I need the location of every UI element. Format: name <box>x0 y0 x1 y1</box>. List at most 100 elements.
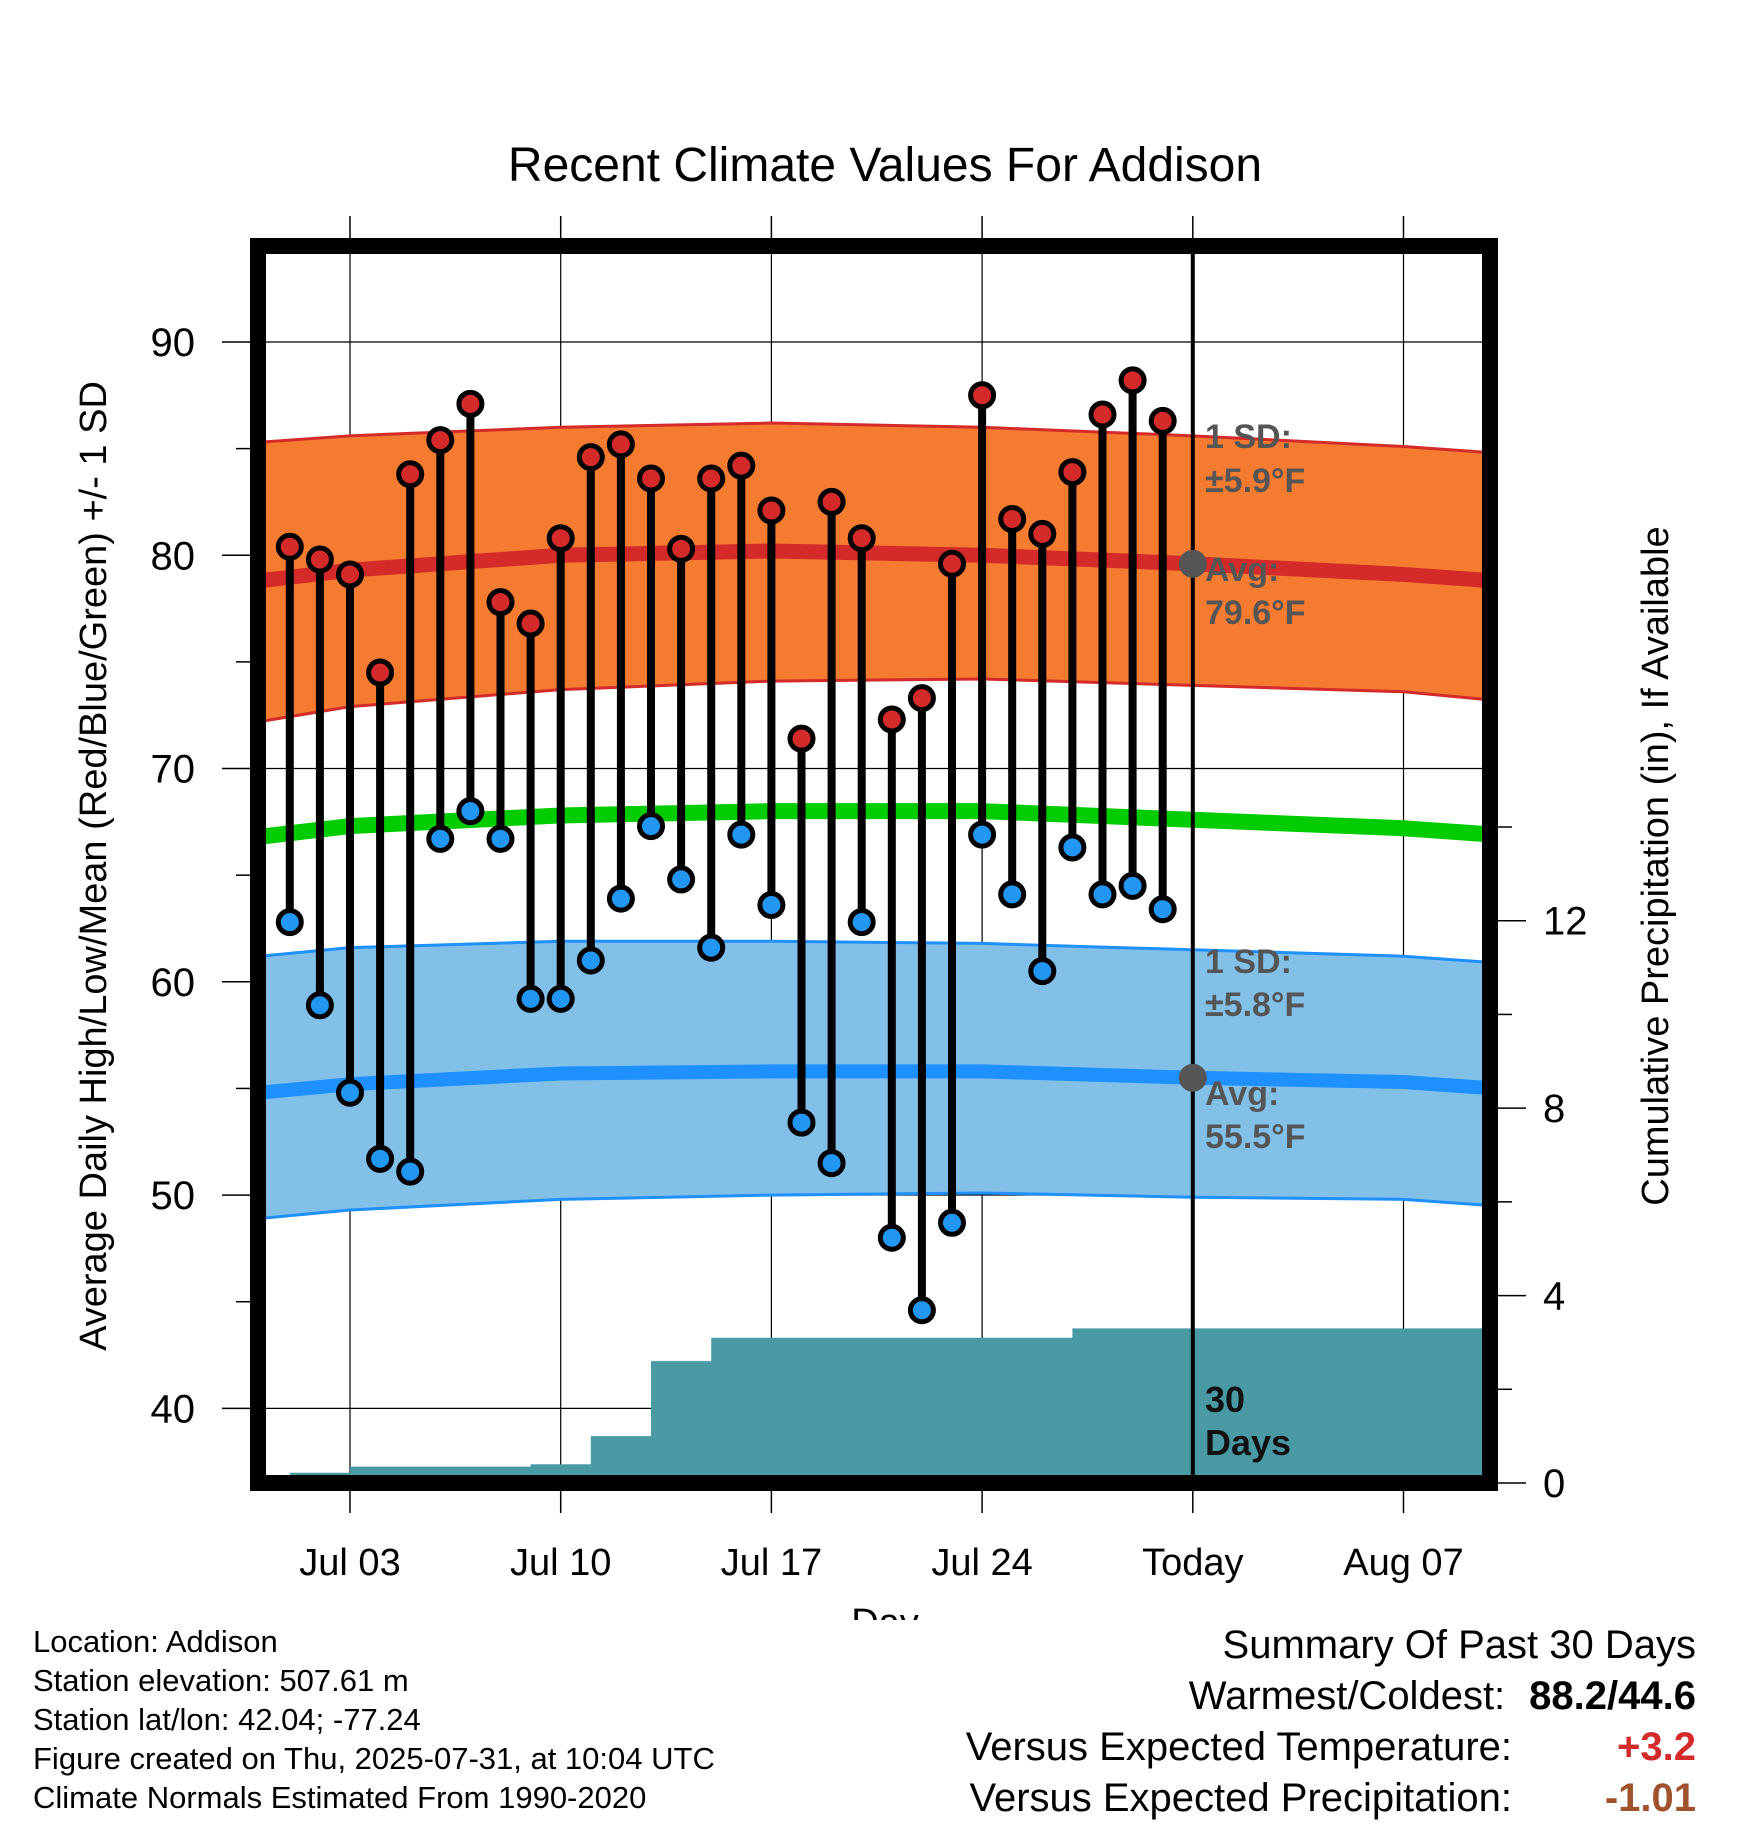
x-tick-label: Jul 10 <box>510 1542 611 1584</box>
latlon-text: Station lat/lon: 42.04; -77.24 <box>33 1702 421 1737</box>
high-point <box>336 560 364 589</box>
high-avg-label: Avg: <box>1205 551 1279 589</box>
high-point <box>486 588 515 617</box>
high-point <box>998 504 1027 533</box>
y-tick-label: 90 <box>151 321 196 365</box>
high-sd-band <box>259 423 1494 722</box>
days-label-number: 30 <box>1205 1379 1245 1420</box>
y-tick-label: 80 <box>151 534 196 578</box>
high-point <box>847 524 876 553</box>
high-point <box>396 460 425 489</box>
low-point <box>456 797 485 826</box>
low-point <box>637 812 665 841</box>
y-tick-label: 70 <box>151 748 196 792</box>
today-line-group <box>1178 246 1207 1483</box>
y2-tick-label: 0 <box>1543 1462 1565 1506</box>
today-low-avg-marker <box>1178 1063 1207 1092</box>
high-point <box>456 389 485 418</box>
temp-value: +3.2 <box>1617 1725 1696 1769</box>
warm-cold-label: Warmest/Coldest: <box>1188 1674 1506 1718</box>
low-point <box>787 1108 816 1137</box>
normal-bands <box>258 421 1495 1221</box>
y-axis-label-left: Average Daily High/Low/Mean (Red/Blue/Gr… <box>73 381 115 1351</box>
low-point <box>486 824 515 853</box>
y-tick-label: 40 <box>151 1387 196 1431</box>
high-point <box>426 426 455 455</box>
low-sd-lower-edge <box>259 1191 1494 1221</box>
summary-row-precip: Versus Expected Precipitation: -1.01 <box>966 1773 1696 1824</box>
low-point <box>877 1223 906 1252</box>
summary-row-warm-cold: Warmest/Coldest: 88.2/44.6 <box>966 1671 1696 1722</box>
low-point <box>606 884 635 913</box>
low-point <box>1028 957 1057 986</box>
high-point <box>516 609 545 638</box>
high-sd-label: 1 SD: <box>1205 418 1292 456</box>
high-point <box>757 496 786 525</box>
x-tick-label: Today <box>1142 1542 1243 1584</box>
low-sd-label: 1 SD: <box>1205 943 1292 981</box>
precip-area-group <box>259 1328 1494 1483</box>
x-tick-label: Jul 03 <box>299 1542 400 1584</box>
high-sd-lower-edge <box>259 677 1494 724</box>
days-label-text: Days <box>1205 1422 1291 1463</box>
high-sd-upper-edge <box>259 421 1494 455</box>
y2-tick-label: 12 <box>1543 900 1588 944</box>
daily-range-bars <box>285 380 1167 1311</box>
low-point <box>576 946 605 975</box>
today-high-avg-marker <box>1178 549 1207 578</box>
low-point <box>275 908 304 937</box>
annotations: 1 SD: ±5.9°F Avg: 79.6°F 1 SD: ±5.8°F Avg: 55.5… <box>1205 418 1306 1463</box>
high-point <box>1118 366 1147 395</box>
low-avg-label: Avg: <box>1205 1075 1279 1113</box>
high-point <box>366 658 395 687</box>
mean-avg-line <box>258 803 1495 845</box>
station-info: Location: Addison Station elevation: 507… <box>33 1622 715 1817</box>
high-point <box>637 464 665 493</box>
low-point <box>757 891 786 920</box>
x-tick-label: Jul 17 <box>721 1542 822 1584</box>
high-point <box>877 705 906 734</box>
temp-label: Versus Expected Temperature: <box>965 1725 1512 1769</box>
low-sd-upper-edge <box>259 939 1494 965</box>
low-point <box>817 1149 846 1178</box>
high-sd-value: ±5.9°F <box>1205 462 1305 500</box>
climate-chart: Recent Climate Values For Addison 90 80 70… <box>73 139 1677 1620</box>
y-tick-label: 60 <box>151 961 196 1005</box>
normals-text: Climate Normals Estimated From 1990-2020 <box>33 1780 647 1815</box>
low-point <box>727 820 756 849</box>
high-point <box>938 549 966 578</box>
y-axis-label-right: Cumulative Precipitation (in), If Availa… <box>1635 526 1677 1205</box>
low-avg-value: 55.5°F <box>1205 1118 1306 1156</box>
summary-row-temp: Versus Expected Temperature: +3.2 <box>966 1722 1696 1773</box>
high-point <box>697 464 726 493</box>
x-tick-label: Aug 07 <box>1343 1542 1463 1584</box>
location-text: Location: Addison <box>33 1624 278 1659</box>
low-point <box>1088 880 1117 909</box>
low-point <box>938 1208 966 1237</box>
high-point <box>275 532 304 561</box>
low-point <box>847 908 876 937</box>
high-point <box>817 487 846 516</box>
chart-title: Recent Climate Values For Addison <box>508 139 1262 192</box>
summary-panel: Summary Of Past 30 Days Warmest/Coldest:… <box>966 1620 1696 1824</box>
precip-value: -1.01 <box>1604 1776 1696 1820</box>
low-sd-value: ±5.8°F <box>1205 986 1305 1024</box>
precip-label: Versus Expected Precipitation: <box>969 1776 1512 1820</box>
low-avg-line <box>259 1064 1495 1100</box>
high-avg-line <box>258 543 1495 589</box>
high-point <box>907 684 936 713</box>
high-point <box>667 534 696 563</box>
low-point <box>366 1144 395 1173</box>
high-point <box>1088 400 1117 429</box>
high-point <box>787 724 816 753</box>
low-point <box>1118 871 1147 900</box>
high-point <box>968 381 997 410</box>
high-point <box>1148 406 1177 435</box>
low-point <box>667 865 696 894</box>
low-point <box>426 824 455 853</box>
x-tick-label: Jul 24 <box>931 1542 1032 1584</box>
x-axis-label: Day <box>851 1602 919 1620</box>
plot-frame <box>250 238 1498 1491</box>
high-avg-value: 79.6°F <box>1205 594 1306 632</box>
